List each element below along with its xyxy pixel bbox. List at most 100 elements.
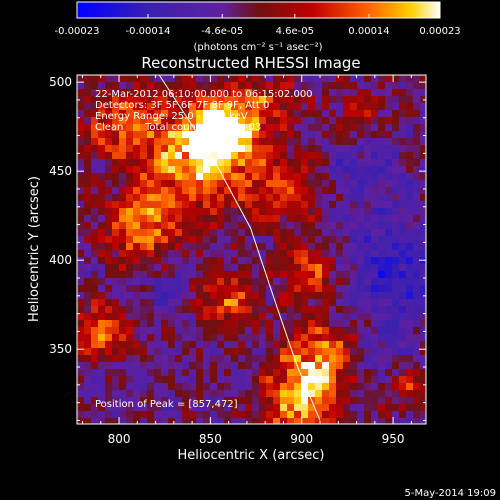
heatmap-cell xyxy=(112,124,120,132)
heatmap-cell xyxy=(168,229,176,237)
heatmap-cell xyxy=(217,145,225,153)
heatmap-cell xyxy=(231,390,239,398)
heatmap-cell xyxy=(119,75,127,83)
heatmap-cell xyxy=(406,180,414,188)
heatmap-cell xyxy=(364,166,372,174)
heatmap-cell xyxy=(336,152,344,160)
heatmap-cell xyxy=(357,278,365,286)
heatmap-cell xyxy=(154,404,162,412)
heatmap-cell xyxy=(385,341,393,349)
heatmap-cell xyxy=(147,201,155,209)
heatmap-cell xyxy=(175,124,183,132)
heatmap-cell xyxy=(154,131,162,139)
heatmap-cell xyxy=(98,327,106,335)
heatmap-cell xyxy=(112,110,120,118)
heatmap-cell xyxy=(343,159,351,167)
heatmap-cell xyxy=(161,285,169,293)
heatmap-cell xyxy=(203,117,211,125)
heatmap-cell xyxy=(280,180,288,188)
heatmap-cell xyxy=(196,299,204,307)
heatmap-cell xyxy=(287,390,295,398)
heatmap-cell xyxy=(420,229,426,237)
heatmap-cell xyxy=(301,320,309,328)
heatmap-cell xyxy=(329,418,337,424)
heatmap-cell xyxy=(203,306,211,314)
heatmap-cell xyxy=(294,264,302,272)
heatmap-cell xyxy=(385,355,393,363)
heatmap-cell xyxy=(252,369,260,377)
heatmap-cell xyxy=(315,306,323,314)
heatmap-cell xyxy=(420,124,426,132)
heatmap-cell xyxy=(350,313,358,321)
heatmap-cell xyxy=(147,334,155,342)
heatmap-cell xyxy=(133,152,141,160)
heatmap-cell xyxy=(392,369,400,377)
heatmap-cell xyxy=(280,320,288,328)
heatmap-cell xyxy=(77,257,85,265)
heatmap-cell xyxy=(413,82,421,90)
heatmap-cell xyxy=(119,271,127,279)
heatmap-cell xyxy=(126,299,134,307)
heatmap-cell xyxy=(147,222,155,230)
heatmap-cell xyxy=(196,159,204,167)
heatmap-cell xyxy=(154,222,162,230)
heatmap-cell xyxy=(231,306,239,314)
heatmap-cell xyxy=(364,89,372,97)
heatmap-cell xyxy=(259,404,267,412)
heatmap-cell xyxy=(91,341,99,349)
heatmap-cell xyxy=(245,187,253,195)
heatmap-cell xyxy=(399,201,407,209)
heatmap-cell xyxy=(245,89,253,97)
heatmap-cell xyxy=(154,355,162,363)
heatmap-cell xyxy=(224,299,232,307)
heatmap-cell xyxy=(329,292,337,300)
heatmap-cell xyxy=(203,264,211,272)
heatmap-cell xyxy=(294,173,302,181)
heatmap-cell xyxy=(371,341,379,349)
heatmap-cell xyxy=(217,278,225,286)
heatmap-cell xyxy=(112,201,120,209)
heatmap-cell xyxy=(322,362,330,370)
heatmap-cell xyxy=(315,313,323,321)
heatmap-cell xyxy=(399,271,407,279)
annotations: 22-Mar-2012 06:10:00.000 to 06:15:02.000… xyxy=(95,89,313,410)
heatmap-cell xyxy=(308,404,316,412)
heatmap-cell xyxy=(329,362,337,370)
heatmap-cell xyxy=(168,278,176,286)
heatmap-cell xyxy=(357,75,365,83)
heatmap-cell xyxy=(98,397,106,405)
heatmap-cell xyxy=(105,194,113,202)
heatmap-cell xyxy=(406,110,414,118)
heatmap-cell xyxy=(91,306,99,314)
heatmap-cell xyxy=(357,82,365,90)
heatmap-cell xyxy=(98,96,106,104)
heatmap-cell xyxy=(329,264,337,272)
heatmap-cell xyxy=(329,103,337,111)
heatmap-cell xyxy=(245,320,253,328)
heatmap-cell xyxy=(84,376,92,384)
heatmap-cell xyxy=(203,187,211,195)
heatmap-cell xyxy=(322,390,330,398)
heatmap-cell xyxy=(385,320,393,328)
heatmap-cell xyxy=(245,299,253,307)
heatmap-cell xyxy=(189,271,197,279)
heatmap-cell xyxy=(189,397,197,405)
heatmap-cell xyxy=(350,257,358,265)
heatmap-cell xyxy=(385,215,393,223)
heatmap-cell xyxy=(273,89,281,97)
heatmap-cell xyxy=(140,404,148,412)
heatmap-cell xyxy=(287,173,295,181)
heatmap-cell xyxy=(343,75,351,83)
heatmap-cell xyxy=(322,89,330,97)
heatmap-cell xyxy=(329,250,337,258)
heatmap-cell xyxy=(203,96,211,104)
heatmap-cell xyxy=(119,215,127,223)
heatmap-cell xyxy=(378,215,386,223)
heatmap-cell xyxy=(357,271,365,279)
heatmap-cell xyxy=(378,236,386,244)
heatmap-cell xyxy=(112,404,120,412)
heatmap-cell xyxy=(84,173,92,181)
heatmap-cell xyxy=(203,138,211,146)
heatmap-cell xyxy=(259,334,267,342)
